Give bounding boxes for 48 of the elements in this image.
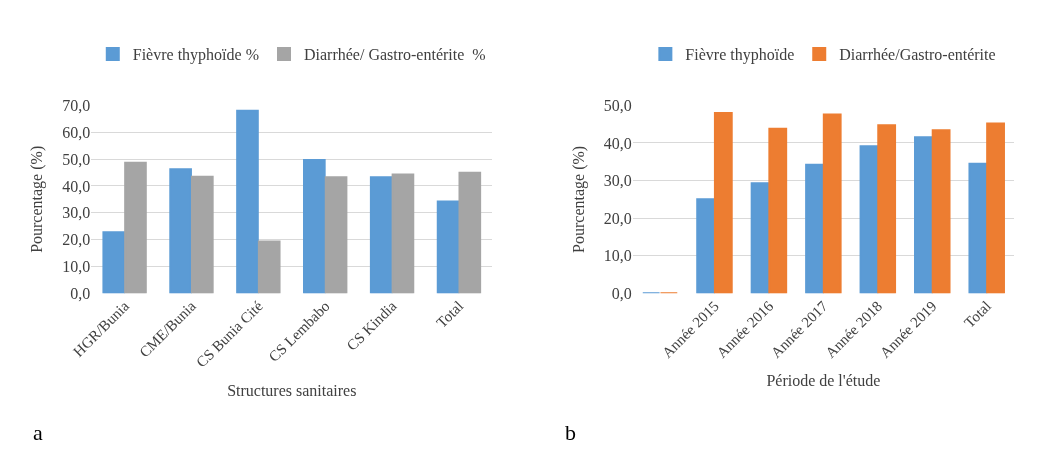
bar [458, 171, 482, 294]
y-tick-label: 30,0 [62, 204, 91, 222]
bar [696, 198, 716, 294]
bar [713, 111, 733, 294]
bar [257, 240, 281, 294]
bar [303, 158, 326, 294]
x-axis-title: Structures sanitaires [227, 382, 357, 400]
legend-label: Fièvre thyphoïde % [132, 46, 259, 65]
bar [914, 136, 933, 294]
y-tick-label: 70,0 [62, 97, 91, 114]
bar [750, 182, 770, 294]
y-tick-label: 40,0 [62, 177, 91, 195]
bar [169, 168, 192, 294]
bar [805, 163, 824, 294]
y-tick-label: 10,0 [62, 258, 91, 276]
y-axis-title: Pourcentage (%) [28, 145, 47, 253]
bar [822, 113, 842, 294]
bar [391, 173, 415, 294]
y-tick-label: 60,0 [62, 123, 91, 141]
y-tick-label: 0,0 [611, 284, 632, 302]
bar [968, 162, 988, 294]
y-axis-title: Pourcentage (%) [569, 145, 588, 253]
x-axis-title: Période de l'étude [766, 372, 881, 390]
y-tick-label: 40,0 [603, 134, 632, 152]
y-tick-label: 10,0 [603, 247, 632, 265]
text: b [565, 420, 576, 445]
legend-label: Diarrhée/Gastro-entérite [839, 46, 996, 64]
bar [124, 161, 147, 294]
bar [877, 124, 897, 294]
bar [986, 122, 1005, 294]
legend-label: Diarrhée/ Gastro-entérite % [303, 46, 486, 64]
legend-label: Fièvre thyphoïde [685, 46, 795, 65]
y-tick-label: 30,0 [603, 172, 632, 190]
bar [191, 175, 214, 294]
y-tick-label: 0,0 [70, 284, 91, 302]
bar [436, 200, 460, 294]
bar [236, 109, 259, 294]
y-tick-label: 20,0 [603, 209, 632, 227]
y-tick-label: 20,0 [62, 231, 91, 249]
text: a [33, 420, 43, 445]
bar [369, 176, 393, 294]
bar [102, 231, 126, 294]
bar [859, 145, 879, 294]
y-tick-label: 50,0 [62, 150, 91, 168]
bar [324, 176, 348, 294]
bar [931, 129, 951, 294]
bar [768, 127, 788, 294]
y-tick-label: 50,0 [603, 97, 632, 114]
